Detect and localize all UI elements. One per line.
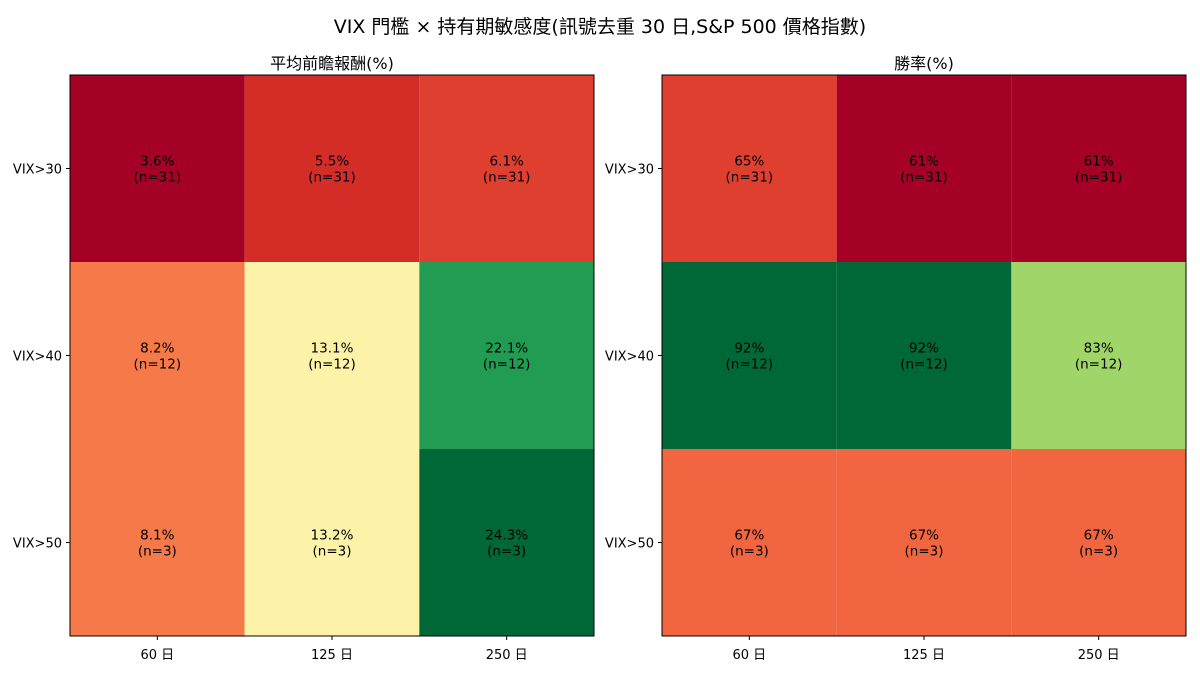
- panel-title-winrate: 勝率(%): [894, 54, 954, 73]
- cell-value-label: 5.5%: [315, 154, 349, 170]
- heatmap-win-rate: 65%(n=31)61%(n=31)61%(n=31)92%(n=12)92%(…: [605, 74, 1187, 663]
- heatmap-cell: [70, 75, 245, 262]
- cell-count-label: (n=31): [308, 170, 356, 186]
- heatmap-cell: [662, 449, 837, 636]
- heatmap-cell: [70, 262, 245, 449]
- cell-count-label: (n=31): [1075, 170, 1123, 186]
- cell-count-label: (n=3): [730, 544, 769, 560]
- x-tick-label: 125 日: [311, 648, 353, 663]
- cell-count-label: (n=12): [308, 357, 356, 373]
- cell-value-label: 8.1%: [140, 528, 174, 544]
- x-tick-label: 125 日: [903, 648, 945, 663]
- heatmap-cell: [419, 262, 594, 449]
- cell-value-label: 61%: [1084, 154, 1114, 170]
- x-tick-label: 250 日: [486, 648, 528, 663]
- cell-value-label: 22.1%: [485, 341, 528, 357]
- heatmap-cell: [662, 262, 837, 449]
- heatmap-average-return: 3.6%(n=31)5.5%(n=31)6.1%(n=31)8.2%(n=12)…: [13, 74, 595, 663]
- heatmap-cell: [1011, 75, 1186, 262]
- cell-value-label: 67%: [909, 528, 939, 544]
- heatmap-cell: [244, 75, 420, 262]
- y-tick-label: VIX>50: [13, 537, 62, 552]
- cell-count-label: (n=31): [134, 170, 182, 186]
- heatmap-cell: [419, 449, 594, 636]
- cell-count-label: (n=3): [138, 544, 177, 560]
- heatmap-cell: [244, 262, 420, 449]
- cell-count-label: (n=3): [905, 544, 944, 560]
- panel-title-return: 平均前瞻報酬(%): [270, 54, 394, 73]
- cell-count-label: (n=12): [134, 357, 182, 373]
- cell-value-label: 8.2%: [140, 341, 174, 357]
- cell-count-label: (n=3): [487, 544, 526, 560]
- heatmap-cell: [662, 75, 837, 262]
- cell-count-label: (n=3): [1079, 544, 1118, 560]
- heatmap-cell: [1011, 449, 1186, 636]
- heatmap-cell: [836, 449, 1012, 636]
- x-tick-label: 60 日: [140, 648, 174, 663]
- cell-value-label: 67%: [1084, 528, 1114, 544]
- y-tick-label: VIX>30: [605, 163, 654, 178]
- cell-count-label: (n=12): [900, 357, 948, 373]
- cell-value-label: 3.6%: [140, 154, 174, 170]
- y-tick-label: VIX>40: [13, 350, 62, 365]
- cell-value-label: 83%: [1084, 341, 1114, 357]
- cell-count-label: (n=12): [1075, 357, 1123, 373]
- cell-value-label: 67%: [734, 528, 764, 544]
- cell-value-label: 92%: [734, 341, 764, 357]
- cell-count-label: (n=31): [726, 170, 774, 186]
- heatmap-cell: [244, 449, 420, 636]
- cell-count-label: (n=3): [313, 544, 352, 560]
- cell-count-label: (n=12): [483, 357, 531, 373]
- figure-title: VIX 門檻 × 持有期敏感度(訊號去重 30 日,S&P 500 價格指數): [333, 16, 867, 38]
- cell-count-label: (n=31): [483, 170, 531, 186]
- cell-value-label: 24.3%: [485, 528, 528, 544]
- cell-value-label: 65%: [734, 154, 764, 170]
- y-tick-label: VIX>40: [605, 350, 654, 365]
- heatmap-cell: [419, 75, 594, 262]
- y-tick-label: VIX>30: [13, 163, 62, 178]
- heatmap-cell: [836, 75, 1012, 262]
- heatmap-cell: [1011, 262, 1186, 449]
- heatmap-cell: [836, 262, 1012, 449]
- cell-value-label: 6.1%: [490, 154, 524, 170]
- cell-count-label: (n=12): [726, 357, 774, 373]
- x-tick-label: 60 日: [732, 648, 766, 663]
- y-tick-label: VIX>50: [605, 537, 654, 552]
- heatmap-cell: [70, 449, 245, 636]
- cell-value-label: 13.2%: [311, 528, 354, 544]
- cell-value-label: 61%: [909, 154, 939, 170]
- x-tick-label: 250 日: [1078, 648, 1120, 663]
- cell-value-label: 13.1%: [311, 341, 354, 357]
- cell-count-label: (n=31): [900, 170, 948, 186]
- cell-value-label: 92%: [909, 341, 939, 357]
